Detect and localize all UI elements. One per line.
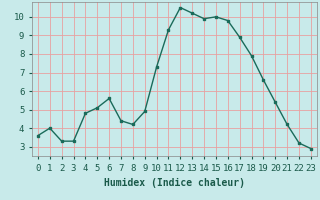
X-axis label: Humidex (Indice chaleur): Humidex (Indice chaleur) <box>104 178 245 188</box>
